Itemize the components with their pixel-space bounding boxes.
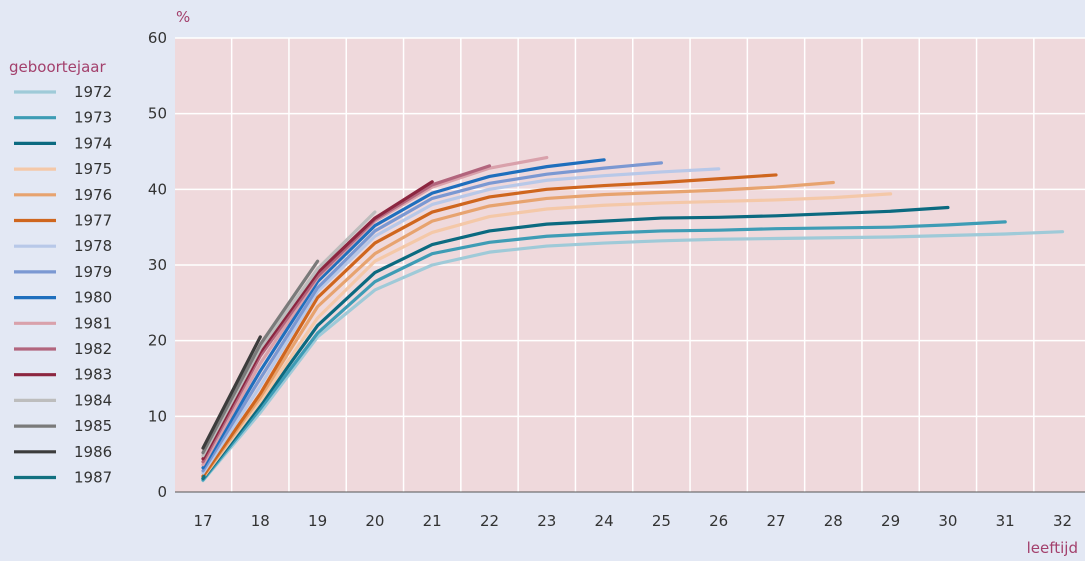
x-tick-label: 28 — [824, 512, 843, 530]
x-tick-label: 27 — [766, 512, 785, 530]
legend: 1972 1973 1974 1975 1976 1977 1978 1979 1980 1981… — [14, 83, 112, 487]
series-line-1983 — [201, 180, 434, 461]
x-tick-label: 29 — [881, 512, 900, 530]
series-line-1987 — [201, 474, 206, 480]
legend-item-1987: 1987 — [74, 469, 112, 487]
x-axis-ticks: 17 18 19 20 21 22 23 24 25 26 27 28 29 30 31 32 — [193, 512, 1072, 530]
x-tick-label: 22 — [480, 512, 499, 530]
series-line-1986 — [201, 335, 262, 450]
x-tick-label: 23 — [537, 512, 556, 530]
y-tick-label: 40 — [148, 180, 167, 198]
series-line-1979 — [201, 161, 664, 473]
legend-item-1986: 1986 — [74, 443, 112, 461]
legend-item-1973: 1973 — [74, 109, 112, 127]
series-line-1975 — [201, 192, 893, 480]
legend-item-1982: 1982 — [74, 340, 112, 358]
series-line-1977 — [201, 173, 778, 478]
legend-item-1979: 1979 — [74, 263, 112, 281]
x-tick-label: 18 — [251, 512, 270, 530]
legend-item-1976: 1976 — [74, 186, 112, 204]
x-tick-label: 30 — [938, 512, 957, 530]
x-tick-label: 25 — [652, 512, 671, 530]
legend-title: geboortejaar — [9, 58, 106, 76]
legend-item-1978: 1978 — [74, 237, 112, 255]
series-line-1982 — [201, 164, 492, 464]
legend-item-1974: 1974 — [74, 134, 112, 152]
y-tick-label: 30 — [148, 256, 167, 274]
series-line-1980 — [201, 158, 606, 470]
legend-item-1981: 1981 — [74, 314, 112, 332]
x-tick-label: 26 — [709, 512, 728, 530]
legend-item-1972: 1972 — [74, 83, 112, 101]
legend-item-1975: 1975 — [74, 160, 112, 178]
y-axis-label: % — [176, 8, 190, 26]
x-tick-label: 31 — [996, 512, 1015, 530]
y-tick-label: 10 — [148, 407, 167, 425]
x-tick-label: 21 — [423, 512, 442, 530]
y-tick-label: 50 — [148, 105, 167, 123]
series-line-1974 — [201, 205, 950, 480]
series-line-1976 — [201, 180, 835, 479]
series-line-1972 — [201, 230, 1065, 483]
series-lines — [201, 155, 1065, 483]
x-tick-label: 17 — [193, 512, 212, 530]
y-axis-ticks: 0 10 20 30 40 50 60 — [148, 29, 167, 501]
x-axis-label: leeftijd — [1027, 539, 1078, 557]
x-tick-label: 32 — [1053, 512, 1072, 530]
y-tick-label: 20 — [148, 332, 167, 350]
x-tick-label: 24 — [595, 512, 614, 530]
legend-item-1977: 1977 — [74, 212, 112, 230]
series-line-1973 — [201, 220, 1007, 482]
x-tick-label: 19 — [308, 512, 327, 530]
y-tick-label: 60 — [148, 29, 167, 47]
legend-item-1983: 1983 — [74, 366, 112, 384]
series-line-1978 — [201, 167, 721, 475]
legend-item-1980: 1980 — [74, 289, 112, 307]
x-tick-label: 20 — [365, 512, 384, 530]
legend-item-1985: 1985 — [74, 417, 112, 435]
series-line-1985 — [201, 259, 320, 455]
legend-item-1984: 1984 — [74, 391, 112, 409]
y-tick-label: 0 — [157, 483, 167, 501]
